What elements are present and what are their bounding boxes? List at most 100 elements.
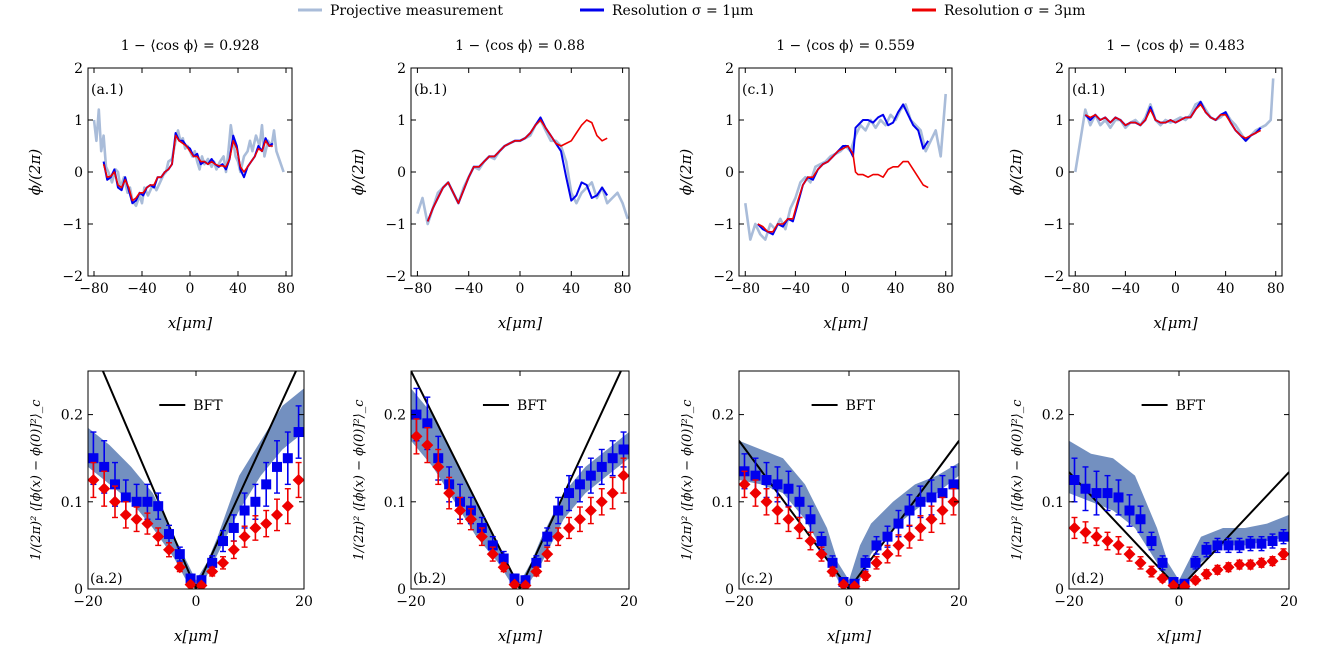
sigma3-point xyxy=(454,504,467,517)
y-tick-label: 1 xyxy=(74,113,83,129)
sigma3-point xyxy=(1156,572,1169,585)
projective-band xyxy=(1069,440,1289,589)
y-axis-label: ϕ/(2π) xyxy=(26,149,44,196)
sigma3-point xyxy=(432,460,445,473)
sigma3-point xyxy=(925,513,938,526)
x-tick-label: 80 xyxy=(937,281,955,297)
sigma1-point xyxy=(207,557,218,568)
sigma1-point xyxy=(185,573,196,584)
y-tick-label: 0.1 xyxy=(384,495,406,511)
sigma1-point xyxy=(174,549,185,560)
sigma3-point xyxy=(130,513,143,526)
y-axis-label: 1/(2π)² ⟨[ϕ(x) − ϕ(0)]²⟩_c xyxy=(680,399,695,561)
sigma3-point xyxy=(903,530,916,543)
sigma1-point xyxy=(564,488,575,499)
x-tick-label: 80 xyxy=(277,281,295,297)
y-tick-label: 0.2 xyxy=(61,408,83,424)
x-tick-label: −40 xyxy=(454,281,484,297)
sigma3-point xyxy=(173,561,186,574)
sigma1-point xyxy=(871,540,882,551)
sigma3-point xyxy=(870,556,883,569)
panel-title: 1 − ⟨cos ϕ⟩ = 0.483 xyxy=(1106,38,1245,54)
sigma3-point xyxy=(541,548,554,561)
y-tick-label: −2 xyxy=(713,269,734,285)
sigma3-point xyxy=(892,539,905,552)
y-tick-label: 0.1 xyxy=(61,495,83,511)
sigma1-point xyxy=(585,470,596,481)
x-tick-label: 0 xyxy=(845,594,854,610)
sigma3-point xyxy=(815,548,828,561)
x-tick-label: 0 xyxy=(186,281,195,297)
sigma3-point xyxy=(497,561,510,574)
sigma1-point xyxy=(487,540,498,551)
y-tick-label: 0 xyxy=(725,165,734,181)
sigma1-line xyxy=(426,116,609,222)
sigma3-point xyxy=(530,565,543,578)
sigma1-point xyxy=(542,531,553,542)
panel-title: 1 − ⟨cos ϕ⟩ = 0.928 xyxy=(121,38,260,54)
sigma3-point xyxy=(475,530,488,543)
sigma3-point xyxy=(227,543,240,556)
sigma1-point xyxy=(1190,557,1201,568)
y-tick-label: −2 xyxy=(62,269,83,285)
y-tick-label: 0.1 xyxy=(1042,495,1064,511)
panel-tag: (d.1) xyxy=(1072,82,1105,98)
sigma1-point xyxy=(882,531,893,542)
x-tick-label: 40 xyxy=(887,281,905,297)
sigma1-point xyxy=(110,479,120,490)
sigma3-line xyxy=(102,134,273,202)
sigma1-point xyxy=(1157,557,1168,568)
sigma1-point xyxy=(596,461,607,472)
y-axis-label: 1/(2π)² ⟨[ϕ(x) − ϕ(0)]²⟩_c xyxy=(352,399,367,561)
sigma3-point xyxy=(486,548,499,561)
y-axis-label: ϕ/(2π) xyxy=(349,149,367,196)
panel-tag: (d.2) xyxy=(1071,571,1104,587)
sigma3-point xyxy=(760,495,773,508)
x-tick-label: 40 xyxy=(1217,281,1235,297)
x-tick-label: −80 xyxy=(1060,281,1090,297)
bft-legend-label: BFT xyxy=(193,398,223,414)
x-tick-label: 80 xyxy=(614,281,632,297)
sigma1-point xyxy=(783,483,794,494)
sigma3-point xyxy=(881,548,894,561)
sigma3-point xyxy=(1233,558,1246,571)
sigma1-point xyxy=(805,514,816,525)
sigma3-point xyxy=(595,495,608,508)
sigma3-point xyxy=(163,543,175,556)
top-legend: Projective measurement Resolution σ = 1μ… xyxy=(298,3,1085,19)
sigma3-point xyxy=(88,474,100,486)
sigma1-point xyxy=(250,496,261,507)
sigma3-point xyxy=(464,513,477,526)
sigma1-point xyxy=(1102,488,1113,499)
sigma1-point xyxy=(1234,540,1245,551)
bft-legend-label: BFT xyxy=(1176,398,1206,414)
sigma3-point xyxy=(936,504,949,517)
y-tick-label: 0 xyxy=(725,582,734,598)
sigma1-point xyxy=(860,557,871,568)
sigma3-point xyxy=(573,513,586,526)
plot-area xyxy=(1069,440,1289,589)
sigma1-point xyxy=(1146,536,1157,547)
sigma3-point xyxy=(1134,556,1147,569)
sigma3-point xyxy=(1211,563,1224,576)
y-axis-label: ϕ/(2π) xyxy=(1007,149,1025,196)
plot-area xyxy=(88,371,304,589)
x-tick-label: 20 xyxy=(620,594,638,610)
sigma1-point xyxy=(164,529,174,540)
y-tick-label: 0 xyxy=(1055,582,1064,598)
y-tick-label: 2 xyxy=(74,61,83,77)
sigma1-point xyxy=(261,479,272,490)
sigma3-point xyxy=(109,495,121,508)
projective-measurement-line xyxy=(92,108,285,208)
sigma3-point xyxy=(1167,579,1180,589)
sigma1-point xyxy=(411,409,422,420)
y-tick-label: 0.2 xyxy=(1042,408,1064,424)
x-tick-label: 40 xyxy=(562,281,580,297)
projective-band xyxy=(88,388,304,589)
sigma1-point xyxy=(1212,540,1223,551)
sigma1-point xyxy=(282,453,293,464)
sigma3-point xyxy=(249,521,262,534)
panel-tag: (b.1) xyxy=(414,82,447,98)
